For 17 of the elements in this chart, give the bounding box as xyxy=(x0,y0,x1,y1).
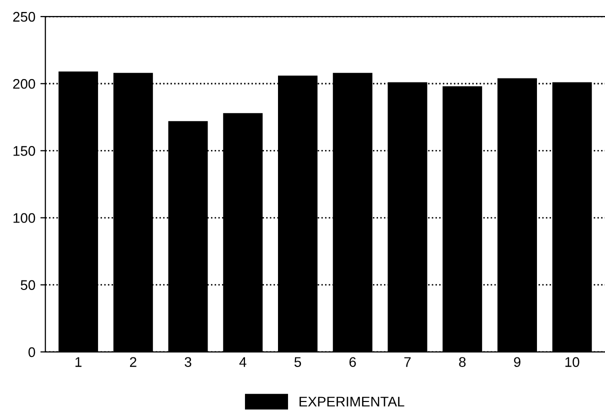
y-tick-label: 0 xyxy=(28,347,36,358)
x-tick-label: 9 xyxy=(514,357,520,367)
x-tick-label: 3 xyxy=(184,357,192,367)
y-tick-label: 150 xyxy=(14,146,36,156)
x-tick-label: 10 xyxy=(565,357,580,367)
x-tick-label: 8 xyxy=(459,357,466,367)
x-tick-label: 2 xyxy=(130,357,136,367)
y-tick-label: 50 xyxy=(20,280,36,290)
y-tick-label: 250 xyxy=(13,12,36,22)
x-tick-label: 1 xyxy=(75,357,82,367)
y-tick-label: 100 xyxy=(14,213,36,223)
x-tick-label: 4 xyxy=(239,357,246,367)
x-tick-label: 5 xyxy=(294,357,302,367)
x-tick-label: 6 xyxy=(349,357,356,367)
legend-label: EXPERIMENTAL xyxy=(300,396,404,406)
x-tick-label: 7 xyxy=(404,357,411,367)
y-tick-label: 200 xyxy=(13,78,36,89)
